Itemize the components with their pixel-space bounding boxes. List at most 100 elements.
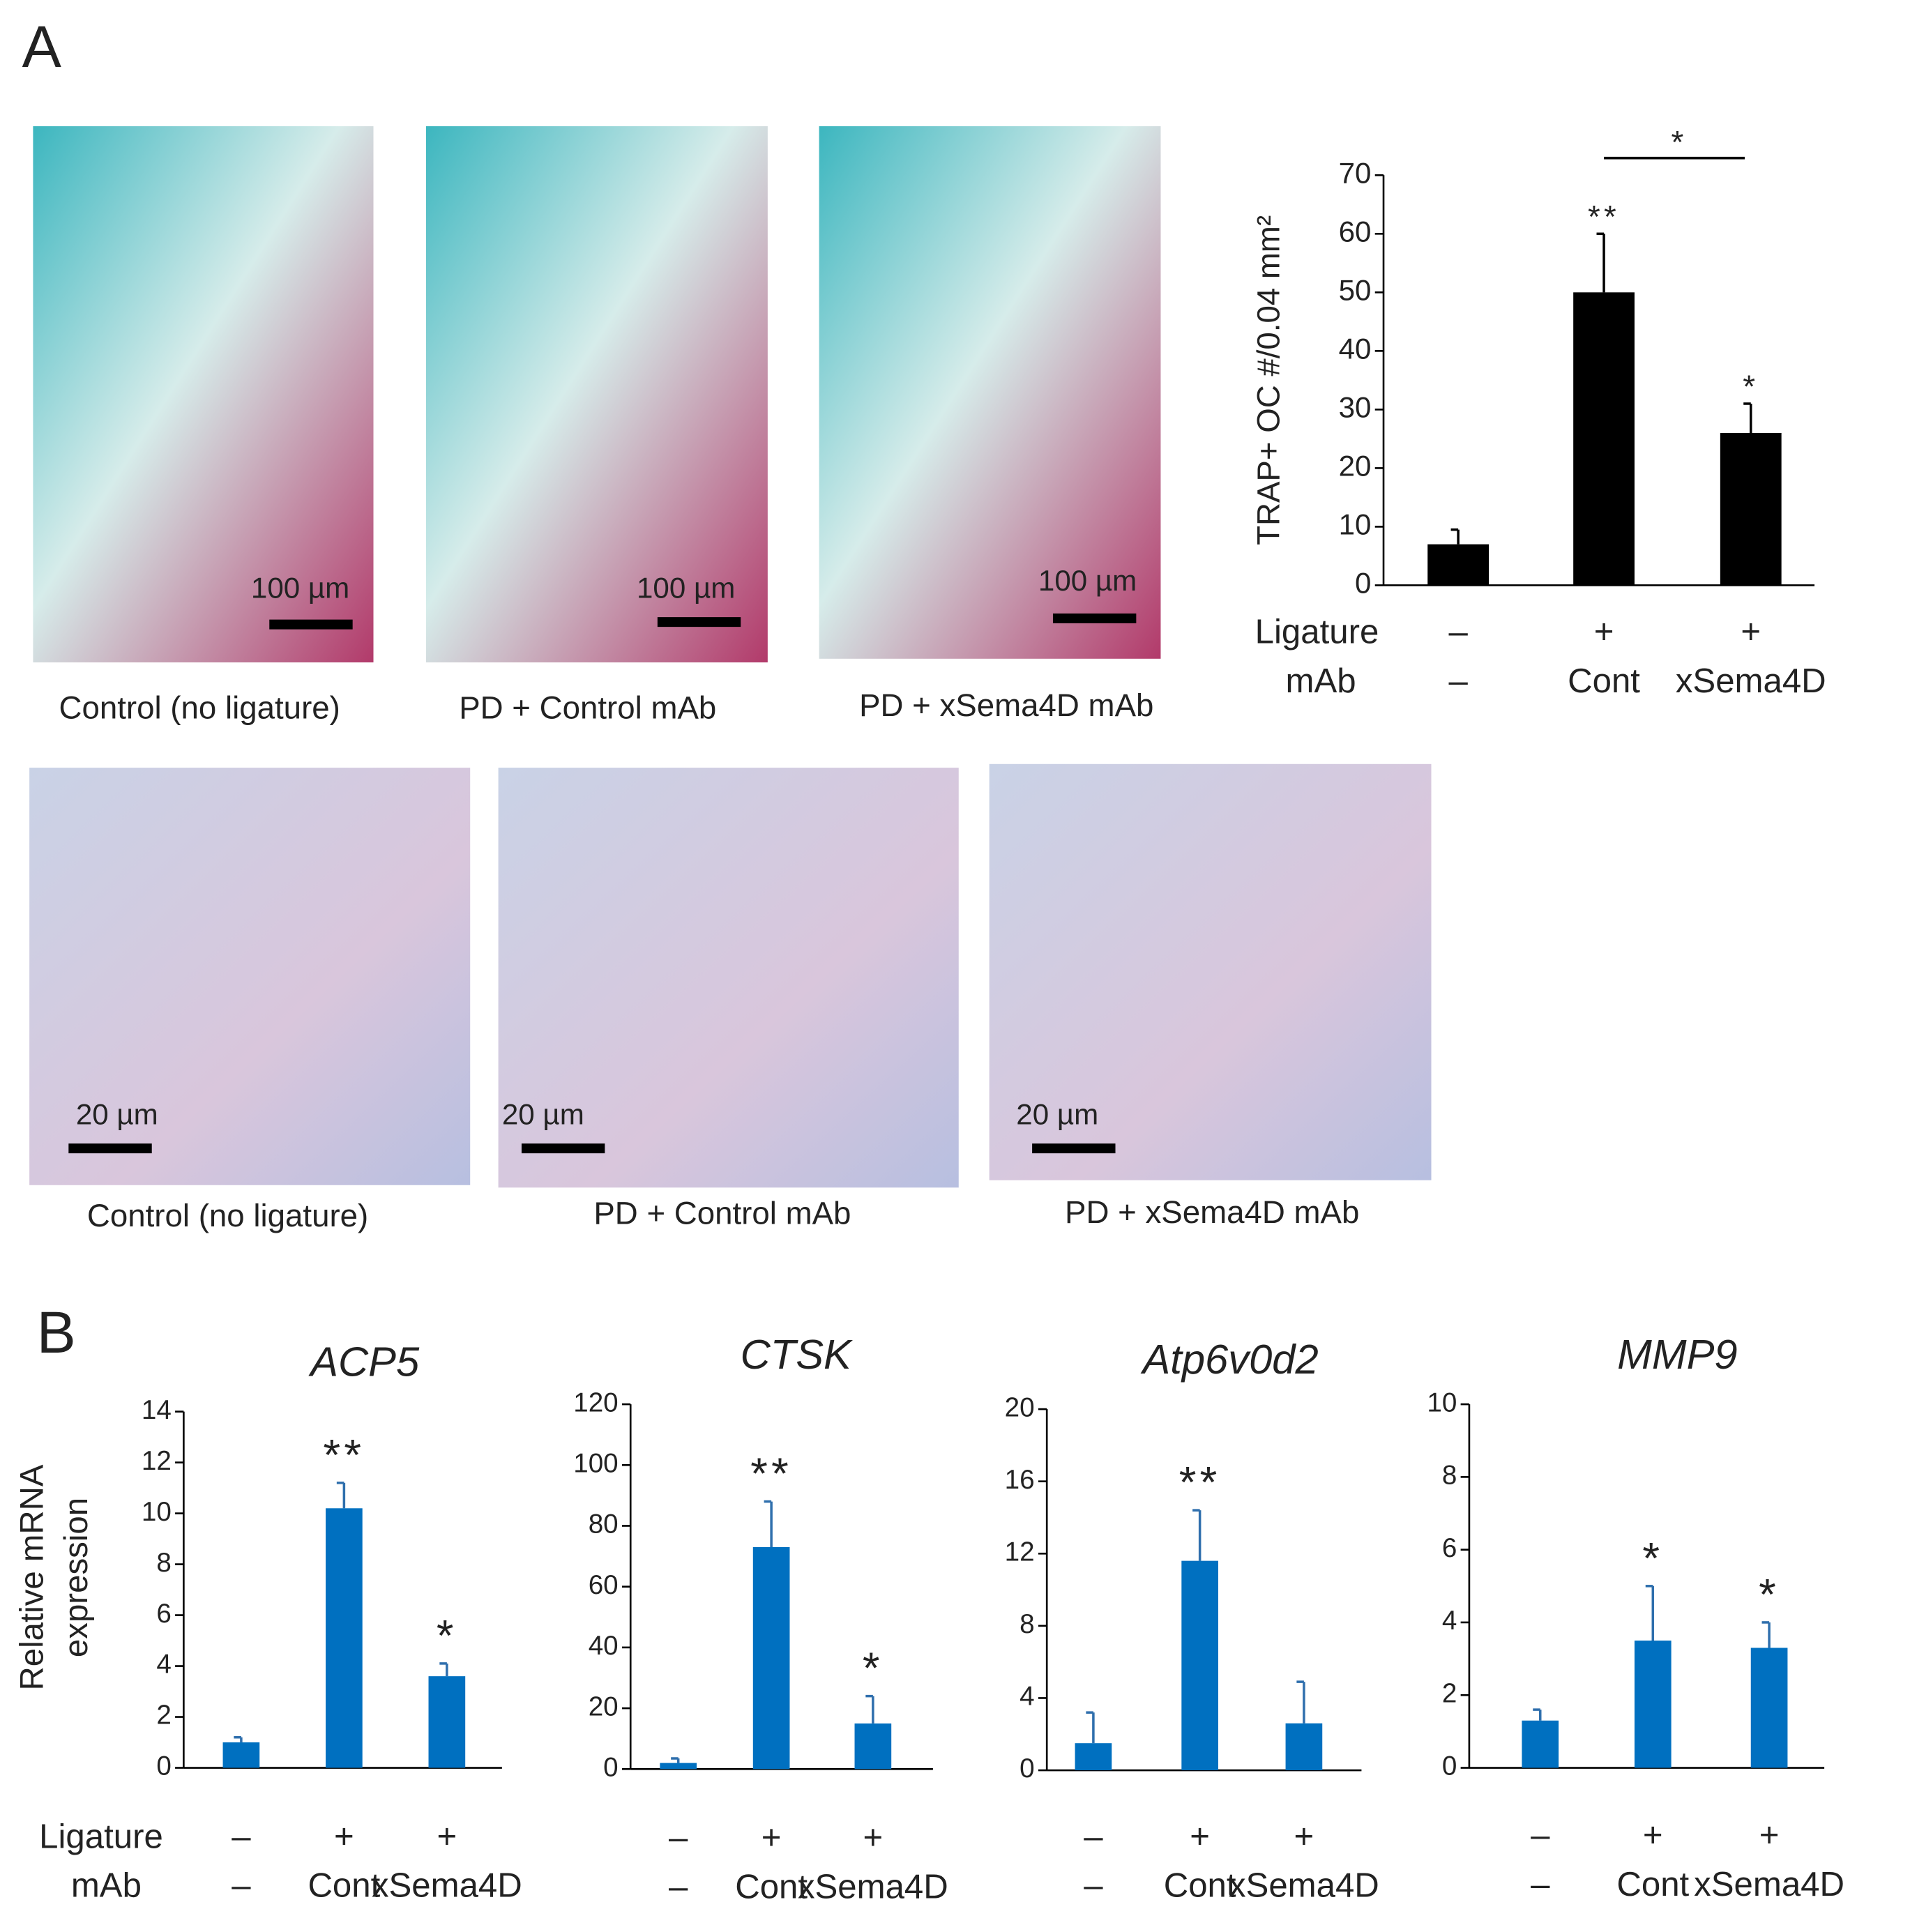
- significance-label: **: [1588, 199, 1620, 234]
- significance-label: *: [1642, 1534, 1663, 1583]
- x-tick-label: xSema4D: [1694, 1865, 1844, 1903]
- y-tick-label: 6: [1442, 1533, 1457, 1563]
- bar: [854, 1723, 892, 1770]
- bar: [752, 1546, 790, 1770]
- y-tick-label: 60: [1339, 215, 1372, 248]
- y-tick-label: 14: [142, 1395, 172, 1425]
- chart-title: Atp6v0d2: [1140, 1336, 1318, 1383]
- significance-label: *: [1743, 369, 1759, 404]
- scale-bar-label: 100 µm: [251, 572, 349, 604]
- x-tick-label: +: [863, 1818, 884, 1857]
- x-tick-label: +: [1190, 1817, 1210, 1855]
- x-tick-label: –: [1531, 1865, 1550, 1903]
- micrograph-caption: PD + Control mAb: [459, 690, 716, 726]
- bar: [1573, 292, 1635, 586]
- bar: [1750, 1648, 1788, 1768]
- x-tick-label: +: [761, 1818, 782, 1857]
- x-tick-label: xSema4D: [1229, 1866, 1379, 1905]
- x-tick-label: –: [669, 1818, 688, 1857]
- y-tick-label: 80: [589, 1509, 619, 1539]
- bar: [1522, 1720, 1559, 1768]
- y-tick-label: 8: [156, 1548, 171, 1578]
- scale-bar-label: 20 µm: [1016, 1098, 1098, 1131]
- micrograph: [33, 126, 374, 663]
- chart-title: CTSK: [741, 1331, 853, 1378]
- micrograph: [819, 126, 1161, 659]
- x-tick-label: –: [1084, 1817, 1103, 1855]
- scale-bar-label: 20 µm: [502, 1098, 584, 1131]
- y-tick-label: 40: [589, 1631, 619, 1661]
- significance-label: **: [750, 1450, 792, 1498]
- y-tick-label: 0: [156, 1751, 171, 1781]
- bar: [1720, 432, 1782, 586]
- micrograph: [426, 126, 768, 663]
- row-label: mAb: [1286, 662, 1356, 700]
- bar: [326, 1508, 363, 1768]
- bar: [1181, 1560, 1218, 1771]
- x-tick-label: –: [1084, 1866, 1103, 1905]
- y-tick-label: 10: [1339, 508, 1372, 541]
- y-tick-label: 40: [1339, 332, 1372, 365]
- micrograph-caption: PD + xSema4D mAb: [859, 687, 1153, 723]
- micrograph-caption: Control (no ligature): [59, 690, 340, 726]
- y-tick-label: 0: [1442, 1751, 1457, 1781]
- significance-label: *: [437, 1611, 457, 1660]
- bar: [428, 1676, 466, 1768]
- y-tick-label: 0: [1020, 1754, 1034, 1783]
- y-tick-label: 12: [1005, 1537, 1035, 1567]
- significance-label: **: [324, 1431, 365, 1480]
- x-tick-label: –: [1448, 613, 1468, 651]
- micrograph-caption: Control (no ligature): [87, 1198, 368, 1233]
- y-tick-label: 6: [156, 1599, 171, 1629]
- y-tick-label: 100: [573, 1448, 618, 1478]
- x-tick-label: Cont: [1568, 662, 1640, 700]
- bar: [660, 1763, 697, 1770]
- x-tick-label: xSema4D: [372, 1866, 522, 1905]
- y-tick-label: 10: [1427, 1387, 1457, 1417]
- y-tick-label: 20: [1339, 450, 1372, 482]
- chart-title: MMP9: [1617, 1331, 1737, 1378]
- y-tick-label: 2: [156, 1701, 171, 1731]
- y-tick-label: 0: [603, 1752, 618, 1782]
- x-tick-label: +: [1294, 1817, 1314, 1855]
- x-tick-label: –: [1448, 662, 1468, 700]
- bar: [1285, 1723, 1323, 1771]
- x-tick-label: xSema4D: [1676, 662, 1826, 700]
- micrograph: [29, 768, 471, 1185]
- x-tick-label: +: [437, 1817, 457, 1855]
- x-tick-label: –: [669, 1867, 688, 1906]
- micrograph-caption: PD + Control mAb: [593, 1196, 851, 1231]
- panel-label: B: [37, 1300, 76, 1365]
- y-tick-label: 16: [1005, 1465, 1035, 1495]
- bar: [222, 1742, 260, 1768]
- x-tick-label: +: [334, 1817, 354, 1855]
- bar: [1427, 544, 1490, 586]
- scale-bar-label: 100 µm: [637, 572, 735, 604]
- row-label: Ligature: [39, 1817, 163, 1855]
- bar: [1075, 1743, 1112, 1771]
- y-tick-label: 20: [1005, 1392, 1035, 1422]
- y-tick-label: 8: [1442, 1461, 1457, 1491]
- x-tick-label: –: [1531, 1816, 1550, 1855]
- chart-title: ACP5: [308, 1339, 420, 1385]
- x-tick-label: –: [232, 1817, 251, 1855]
- y-tick-label: 4: [156, 1650, 171, 1680]
- x-tick-label: Cont: [1616, 1865, 1689, 1903]
- x-tick-label: Cont: [735, 1867, 808, 1906]
- micrograph: [498, 768, 959, 1188]
- y-axis-label: Relative mRNA: [14, 1464, 51, 1690]
- row-label: mAb: [71, 1866, 142, 1905]
- y-axis-label: expression: [58, 1498, 95, 1657]
- x-tick-label: xSema4D: [798, 1867, 948, 1906]
- significance-label: *: [863, 1644, 884, 1693]
- significance-label: **: [1179, 1459, 1221, 1507]
- x-tick-label: +: [1643, 1816, 1663, 1855]
- y-tick-label: 4: [1442, 1606, 1457, 1636]
- y-tick-label: 60: [589, 1570, 619, 1600]
- bracket-label: *: [1672, 124, 1684, 160]
- x-tick-label: +: [1759, 1816, 1780, 1855]
- y-tick-label: 30: [1339, 391, 1372, 424]
- panel-label: A: [22, 14, 62, 79]
